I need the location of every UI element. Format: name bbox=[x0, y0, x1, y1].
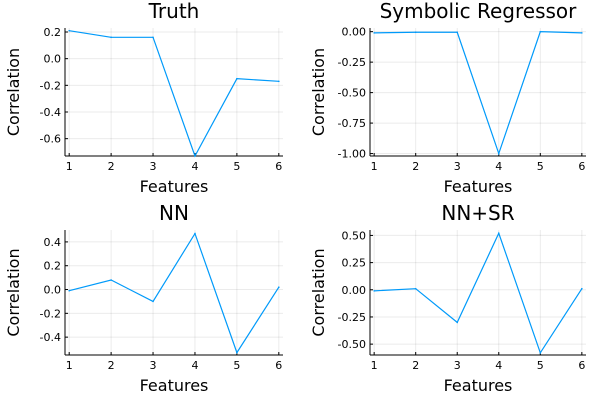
panel-truth-point-5 bbox=[236, 77, 238, 80]
panel-nn-sr-point-4 bbox=[497, 232, 500, 235]
panel-nn-sr-ytick-label-4: -0.25 bbox=[338, 311, 366, 324]
panel-truth-ylabel: Correlation bbox=[4, 48, 23, 136]
panel-symbolic-regressor-xtick-label-1: 1 bbox=[371, 160, 378, 173]
panel-symbolic-regressor-title: Symbolic Regressor bbox=[380, 0, 578, 23]
panel-truth-point-3 bbox=[152, 36, 154, 39]
panel-nn-xtick-label-1: 1 bbox=[66, 359, 73, 372]
panel-truth-xtick-label-2: 2 bbox=[108, 160, 115, 173]
panel-nn-ytick-label-4: -0.2 bbox=[40, 307, 61, 320]
panel-nn-point-2 bbox=[110, 279, 112, 281]
panel-nn-sr: 1 2 3 4 5 6 0.50 0.25 0.00 -0.25 -0.50 NN+SR Feature… bbox=[309, 201, 586, 395]
panel-nn-xlabel: Features bbox=[140, 376, 209, 395]
panel-truth-series-line bbox=[69, 30, 279, 158]
panel-truth-xtick-label-5: 5 bbox=[233, 160, 240, 173]
panel-truth-ytick-label-3: -0.2 bbox=[40, 79, 61, 92]
panel-symbolic-regressor-point-1 bbox=[373, 32, 375, 34]
panel-nn-xtick-label-3: 3 bbox=[150, 359, 157, 372]
panel-truth-xtick-label-3: 3 bbox=[150, 160, 157, 173]
panel-symbolic-regressor-point-5 bbox=[539, 30, 542, 33]
panel-nn-sr-xtick-label-3: 3 bbox=[454, 359, 461, 372]
panel-truth-xtick-label-4: 4 bbox=[191, 160, 198, 173]
panel-nn-xtick-label-2: 2 bbox=[108, 359, 115, 372]
panel-symbolic-regressor-ytick-label-5: -1.00 bbox=[338, 148, 366, 161]
panel-nn-sr-ytick-label-1: 0.50 bbox=[342, 229, 367, 242]
panel-nn-sr-xlabel: Features bbox=[444, 376, 513, 395]
panel-truth-point-2 bbox=[110, 36, 112, 39]
panel-truth-xtick-label-1: 1 bbox=[66, 160, 73, 173]
panel-symbolic-regressor-ytick-label-1: 0.00 bbox=[342, 26, 367, 39]
panel-nn-xtick-label-4: 4 bbox=[191, 359, 198, 372]
panel-nn-sr-title: NN+SR bbox=[441, 201, 514, 225]
panel-nn-xtick-label-5: 5 bbox=[233, 359, 240, 372]
panel-symbolic-regressor-ytick-label-3: -0.50 bbox=[338, 87, 366, 100]
panel-truth-ytick-label-4: -0.4 bbox=[40, 106, 61, 119]
panel-truth-xtick-label-6: 6 bbox=[275, 160, 282, 173]
panel-nn-point-6 bbox=[278, 286, 280, 288]
panel-nn-sr-ytick-label-3: 0.00 bbox=[342, 284, 367, 297]
panel-nn-series-line bbox=[69, 232, 280, 354]
panel-nn-xtick-label-6: 6 bbox=[275, 359, 282, 372]
panel-symbolic-regressor-xtick-label-4: 4 bbox=[495, 160, 502, 173]
panel-truth-point-6 bbox=[278, 80, 280, 83]
panel-nn-sr-point-5 bbox=[539, 352, 542, 354]
panel-truth-point-4 bbox=[194, 155, 196, 157]
panel-truth-ytick-label-5: -0.6 bbox=[40, 133, 61, 146]
panel-nn: 1 2 3 4 5 6 0.4 0.2 0.0 -0.2 -0.4 NN Features Correla… bbox=[4, 201, 283, 395]
panel-nn-sr-series-line bbox=[374, 231, 583, 355]
panel-nn-sr-xtick-label-4: 4 bbox=[495, 359, 502, 372]
panel-nn-sr-point-6 bbox=[581, 287, 583, 290]
panel-nn-sr-xtick-label-2: 2 bbox=[412, 359, 419, 372]
panel-symbolic-regressor-point-4 bbox=[497, 152, 500, 155]
panel-nn-point-1 bbox=[68, 289, 70, 292]
panel-truth-xlabel: Features bbox=[140, 177, 209, 196]
panel-symbolic-regressor-point-3 bbox=[456, 31, 459, 34]
panel-nn-sr-ylabel: Correlation bbox=[309, 248, 328, 336]
panel-nn-ytick-label-3: 0.0 bbox=[44, 284, 62, 297]
panel-symbolic-regressor-ylabel: Correlation bbox=[309, 48, 328, 136]
panel-nn-point-4 bbox=[194, 232, 196, 235]
panel-symbolic-regressor-ytick-label-2: -0.25 bbox=[338, 56, 366, 69]
panel-symbolic-regressor-series-line bbox=[374, 31, 582, 156]
panel-symbolic-regressor-xtick-label-2: 2 bbox=[412, 160, 419, 173]
panel-nn-sr-point-1 bbox=[373, 290, 375, 292]
panel-nn-sr-point-2 bbox=[414, 287, 417, 290]
panel-nn-sr-xtick-label-5: 5 bbox=[537, 359, 544, 372]
panel-nn-point-5 bbox=[236, 351, 238, 354]
panel-symbolic-regressor-ytick-label-4: -0.75 bbox=[338, 117, 366, 130]
panel-nn-sr-ytick-label-2: 0.25 bbox=[342, 257, 367, 270]
panel-nn-title: NN bbox=[159, 201, 189, 225]
panel-symbolic-regressor-xlabel: Features bbox=[444, 177, 513, 196]
panel-symbolic-regressor-point-2 bbox=[414, 31, 417, 34]
panel-truth-title: Truth bbox=[148, 0, 200, 23]
panel-nn-ytick-label-5: -0.4 bbox=[40, 331, 61, 344]
panel-truth-ytick-label-1: 0.2 bbox=[44, 26, 62, 39]
panel-truth: 1 2 3 4 5 6 0.2 0.0 -0.2 -0.4 -0.6 Truth Features Cor… bbox=[4, 0, 283, 196]
panel-truth-ytick-label-2: 0.0 bbox=[44, 53, 62, 66]
panel-nn-point-3 bbox=[152, 300, 154, 303]
panel-symbolic-regressor-xtick-label-5: 5 bbox=[537, 160, 544, 173]
panel-nn-sr-xtick-label-6: 6 bbox=[578, 359, 585, 372]
panel-nn-ylabel: Correlation bbox=[4, 248, 23, 336]
panel-nn-sr-ytick-label-5: -0.50 bbox=[338, 338, 366, 351]
panel-symbolic-regressor: 1 2 3 4 5 6 0.00 -0.25 -0.50 -0.75 -1.00 Symbolic R… bbox=[309, 0, 586, 196]
panel-nn-ytick-label-1: 0.4 bbox=[44, 236, 62, 249]
panel-symbolic-regressor-point-6 bbox=[581, 32, 583, 34]
panel-nn-sr-xtick-label-1: 1 bbox=[371, 359, 378, 372]
panel-truth-point-1 bbox=[68, 29, 70, 32]
panel-nn-sr-point-3 bbox=[456, 321, 459, 324]
panel-nn-ytick-label-2: 0.2 bbox=[44, 260, 62, 273]
panel-symbolic-regressor-xtick-label-3: 3 bbox=[454, 160, 461, 173]
panel-symbolic-regressor-xtick-label-6: 6 bbox=[578, 160, 585, 173]
